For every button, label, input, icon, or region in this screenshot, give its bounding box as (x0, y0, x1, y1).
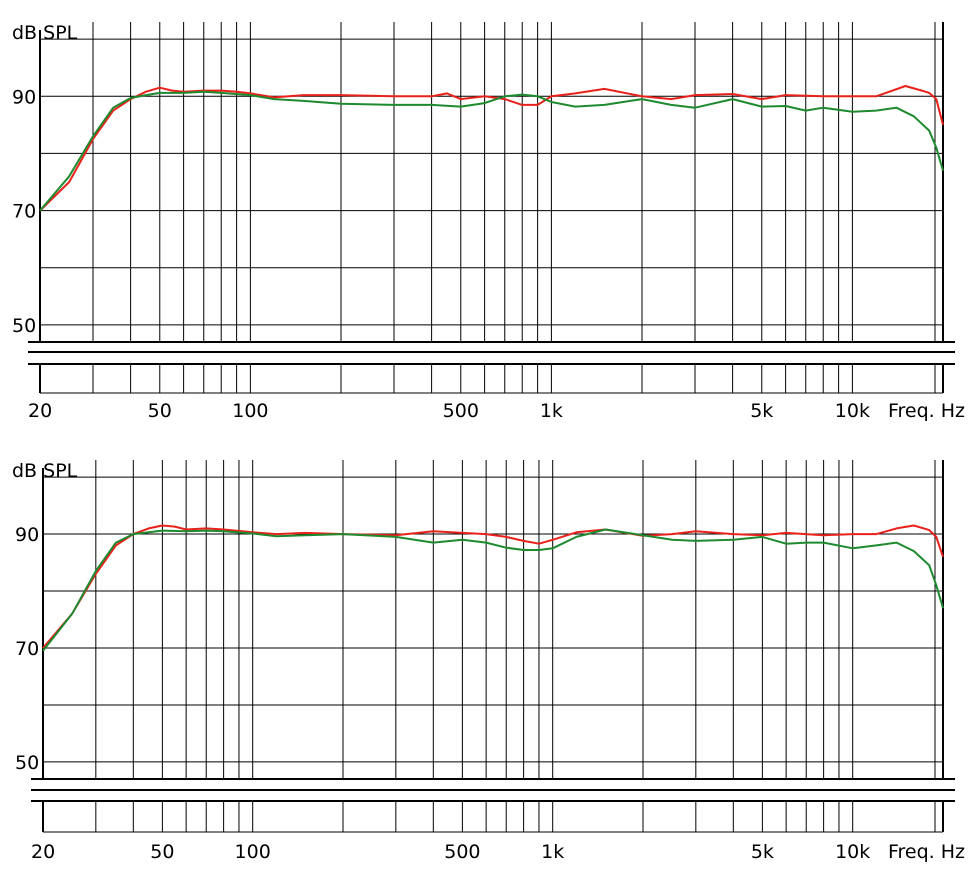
x-tick-label: 10k (835, 841, 870, 863)
x-tick-label: 10k (835, 400, 870, 422)
series-line-red (39, 85, 944, 212)
x-tick-label: 500 (443, 400, 479, 422)
x-tick-label: 100 (232, 400, 268, 422)
x-tick-label: 20 (28, 400, 52, 422)
grid (43, 460, 943, 832)
grid (40, 22, 943, 393)
plot-frame (31, 460, 955, 833)
x-tick-label: 5k (751, 841, 774, 863)
series-group (42, 524, 944, 652)
series-line-red (42, 524, 944, 649)
series-line-green (42, 528, 944, 652)
y-tick-label: 90 (15, 524, 39, 546)
x-axis-label: Freq. Hz (888, 841, 965, 863)
y-tick-label: 70 (12, 201, 36, 223)
y-tick-label: 70 (15, 638, 39, 660)
y-tick-label: 50 (15, 752, 39, 774)
x-tick-label: 50 (150, 841, 174, 863)
frequency-response-chart-top: dB SPL 50 70 90 20 50 100 500 1k 5k 10k Freq. Hz (12, 22, 965, 422)
y-axis-label: dB SPL (12, 460, 78, 482)
series-line-green (39, 90, 944, 212)
y-tick-label: 50 (12, 315, 36, 337)
plot-frame (28, 22, 955, 394)
series-group (39, 85, 944, 212)
x-axis-label: Freq. Hz (888, 400, 965, 422)
y-axis-label: dB SPL (12, 22, 78, 44)
frequency-response-chart-bottom: dB SPL 50 70 90 20 50 100 500 1k 5k 10k Freq. Hz (12, 460, 965, 863)
x-tick-label: 100 (235, 841, 271, 863)
y-tick-label: 90 (12, 86, 36, 108)
x-tick-label: 20 (31, 841, 55, 863)
x-tick-label: 1k (541, 841, 564, 863)
x-tick-label: 50 (148, 400, 172, 422)
x-tick-label: 500 (444, 841, 480, 863)
x-tick-label: 1k (540, 400, 563, 422)
x-tick-label: 5k (750, 400, 773, 422)
